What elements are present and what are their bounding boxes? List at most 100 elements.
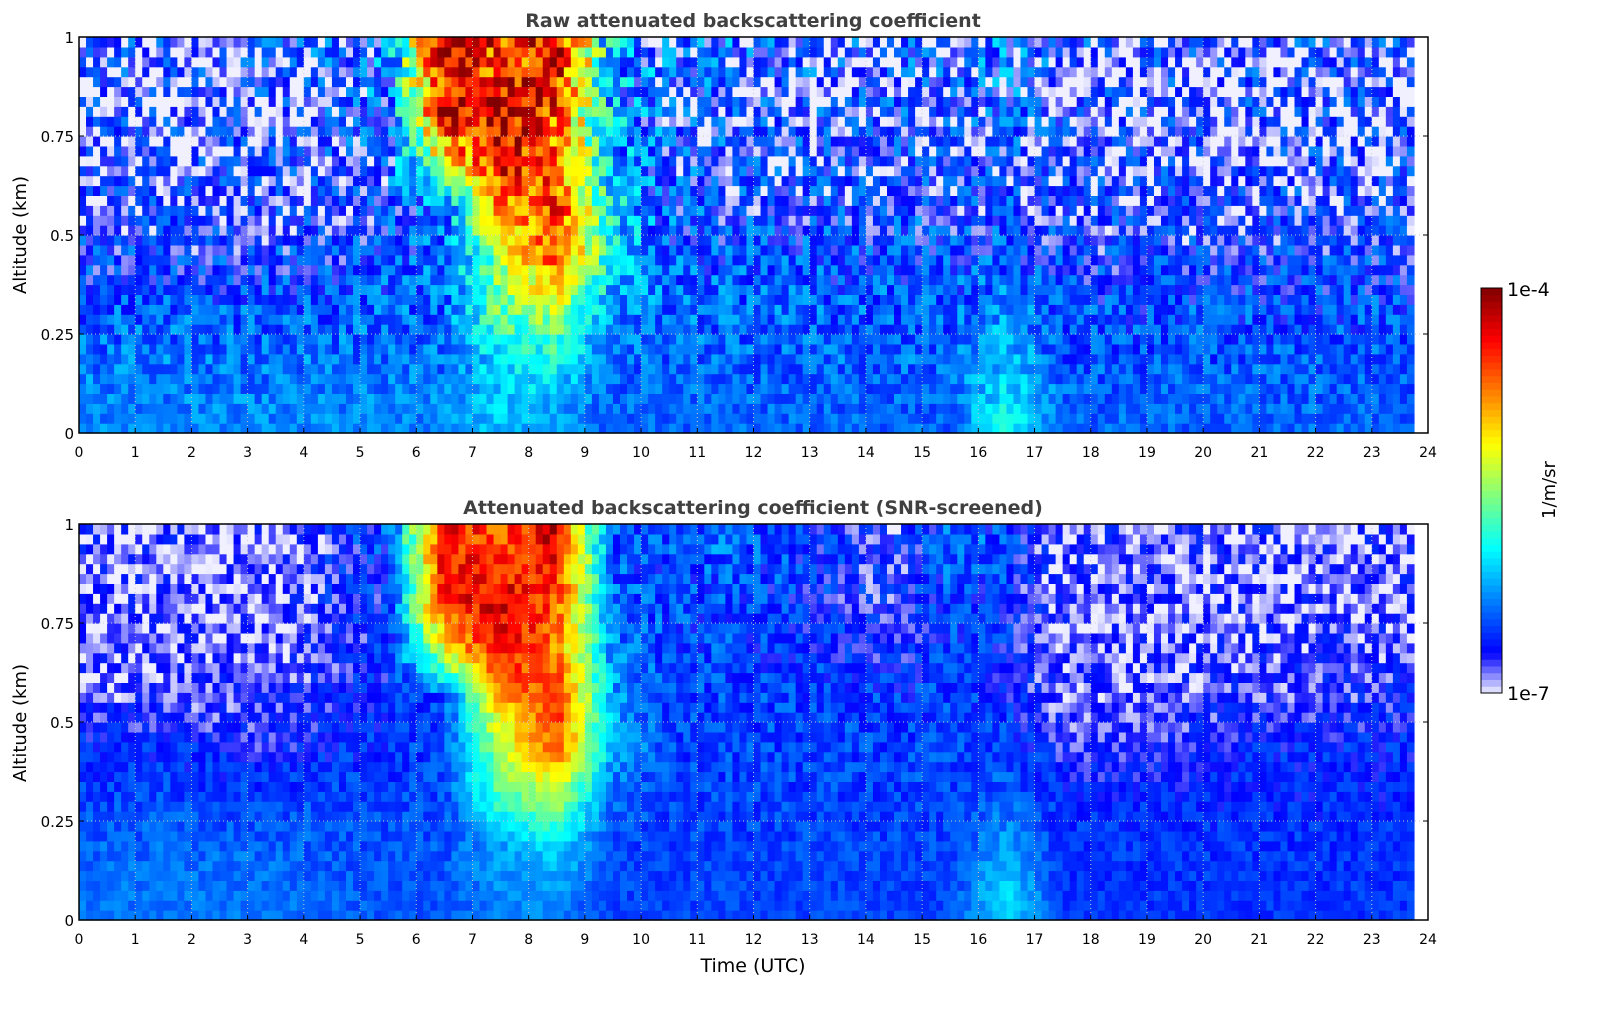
heatmap-cell	[1378, 343, 1387, 355]
heatmap-cell	[648, 225, 656, 236]
heatmap-cell	[1013, 423, 1022, 434]
heatmap-cell	[1076, 205, 1085, 216]
heatmap-cell	[584, 363, 593, 375]
heatmap-cell	[676, 254, 684, 266]
heatmap-cell	[605, 195, 614, 206]
heatmap-cell	[205, 294, 214, 305]
heatmap-cell	[1322, 373, 1331, 385]
heatmap-cell	[1357, 254, 1366, 266]
heatmap-cell	[289, 165, 298, 177]
heatmap-cell	[1336, 225, 1345, 236]
heatmap-cell	[472, 254, 481, 266]
heatmap-cell	[233, 353, 242, 365]
heatmap-cell	[1118, 175, 1127, 187]
heatmap-cell	[79, 284, 87, 295]
heatmap-cell	[1273, 403, 1282, 414]
heatmap-cell	[353, 393, 361, 404]
heatmap-cell	[1259, 215, 1268, 226]
heatmap-cell	[922, 284, 930, 295]
heatmap-cell	[100, 314, 108, 325]
heatmap-cell	[528, 175, 537, 187]
heatmap-cell	[226, 165, 235, 177]
heatmap-cell	[170, 244, 178, 256]
heatmap-cell	[1280, 324, 1289, 335]
heatmap-cell	[1027, 205, 1036, 216]
heatmap-cell	[774, 314, 783, 325]
heatmap-cell	[830, 343, 839, 355]
heatmap-cell	[275, 165, 284, 177]
heatmap-cell	[1280, 343, 1289, 355]
heatmap-cell	[191, 244, 200, 256]
heatmap-cell	[627, 264, 635, 276]
heatmap-cell	[620, 343, 628, 355]
heatmap-cell	[1266, 244, 1275, 256]
heatmap-cell	[444, 383, 452, 394]
heatmap-cell	[697, 383, 705, 394]
heatmap-cell	[1097, 383, 1106, 394]
heatmap-cell	[662, 195, 670, 206]
heatmap-cell	[1125, 284, 1134, 295]
heatmap-cell	[788, 195, 797, 206]
heatmap-cell	[177, 175, 185, 187]
heatmap-cell	[184, 294, 193, 305]
heatmap-cell	[1224, 185, 1232, 196]
heatmap-cell	[219, 165, 228, 177]
heatmap-cell	[1399, 423, 1408, 434]
heatmap-cell	[718, 353, 726, 365]
heatmap-cell	[198, 363, 207, 375]
heatmap-cell	[486, 423, 495, 434]
heatmap-cell	[725, 185, 734, 196]
heatmap-cell	[563, 254, 572, 266]
heatmap-cell	[1343, 393, 1352, 404]
heatmap-cell	[612, 314, 621, 325]
heatmap-cell	[416, 274, 424, 286]
heatmap-cell	[409, 274, 417, 286]
heatmap-cell	[711, 423, 719, 434]
heatmap-cell	[338, 185, 347, 196]
heatmap-cell	[781, 423, 790, 434]
heatmap-cell	[971, 235, 979, 246]
heatmap-cell	[809, 304, 818, 315]
heatmap-cell	[879, 373, 888, 385]
heatmap-cell	[1287, 363, 1296, 375]
heatmap-cell	[1357, 274, 1366, 286]
heatmap-cell	[1231, 264, 1239, 276]
heatmap-cell	[830, 215, 839, 226]
heatmap-cell	[205, 334, 214, 345]
heatmap-cell	[584, 314, 593, 325]
heatmap-cell	[901, 274, 909, 286]
heatmap-cell	[844, 274, 853, 286]
heatmap-cell	[1097, 294, 1106, 305]
heatmap-cell	[1125, 205, 1134, 216]
heatmap-cell	[1111, 304, 1120, 315]
heatmap-cell	[1238, 403, 1246, 414]
heatmap-cell	[676, 284, 684, 295]
heatmap-cell	[985, 353, 993, 365]
heatmap-cell	[1217, 264, 1225, 276]
heatmap-cell	[669, 185, 677, 196]
heatmap-cell	[1146, 304, 1155, 315]
heatmap-cell	[205, 254, 214, 266]
heatmap-cell	[465, 403, 474, 414]
heatmap-cell	[114, 353, 122, 365]
heatmap-cell	[205, 343, 214, 355]
heatmap-cell	[985, 195, 993, 206]
heatmap-cell	[1280, 235, 1289, 246]
heatmap-cell	[901, 215, 909, 226]
heatmap-cell	[781, 254, 790, 266]
heatmap-cell	[1308, 413, 1317, 424]
heatmap-cell	[240, 423, 249, 434]
heatmap-cell	[1336, 373, 1345, 385]
heatmap-cell	[1125, 175, 1134, 187]
heatmap-cell	[226, 274, 235, 286]
heatmap-cell	[732, 235, 741, 246]
heatmap-cell	[444, 324, 452, 335]
heatmap-cell	[1146, 264, 1155, 276]
heatmap-cell	[1287, 393, 1296, 404]
heatmap-cell	[697, 235, 705, 246]
heatmap-cell	[142, 373, 150, 385]
heatmap-cell	[1097, 373, 1106, 385]
heatmap-cell	[465, 274, 474, 286]
heatmap-cell	[1168, 314, 1176, 325]
heatmap-cell	[669, 205, 677, 216]
